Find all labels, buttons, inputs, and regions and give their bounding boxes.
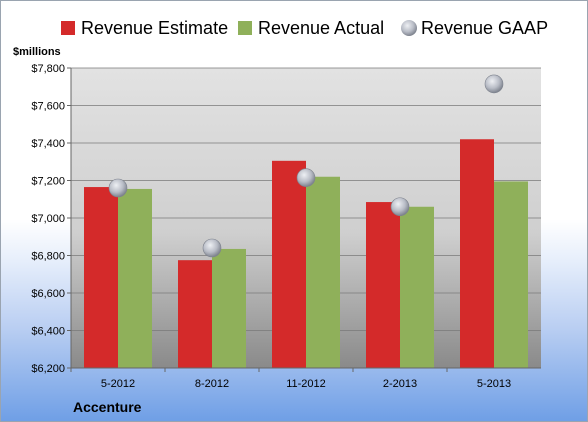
legend-label-actual: Revenue Actual [258, 18, 384, 38]
y-axis-ticks: $6,200 $6,400 $6,600 $6,800 $7,000 $7,200 $7,4… [31, 63, 71, 375]
bar-revenue-actual [212, 248, 246, 368]
bar-revenue-actual [306, 176, 340, 368]
y-tick-label: $7,200 [31, 176, 65, 188]
legend-swatch-estimate [61, 21, 75, 35]
legend-swatch-gaap [401, 20, 417, 36]
legend-label-gaap: Revenue GAAP [421, 18, 548, 38]
x-category-label: 11-2012 [286, 378, 326, 390]
bar-revenue-estimate [178, 260, 212, 368]
point-revenue-gaap [296, 168, 316, 187]
bar-revenue-estimate [84, 187, 118, 368]
y-tick-label: $6,800 [31, 251, 65, 263]
company-name: Accenture [73, 399, 142, 415]
y-tick-label: $7,400 [31, 138, 65, 150]
bar-revenue-estimate [460, 139, 494, 368]
x-axis-categories: 5-2012 8-2012 11-2012 2-2013 5-2013 [70, 368, 511, 390]
x-category-label: 5-2012 [101, 378, 135, 390]
y-tick-label: $7,000 [31, 213, 65, 225]
bar-revenue-actual [400, 206, 434, 368]
legend-swatch-actual [238, 21, 252, 35]
bar-revenue-actual [118, 188, 152, 368]
legend-label-estimate: Revenue Estimate [81, 18, 228, 38]
x-category-label: 2-2013 [383, 378, 417, 390]
y-tick-label: $7,600 [31, 101, 65, 113]
bar-revenue-estimate [272, 160, 306, 368]
y-axis-unit: $millions [13, 46, 61, 58]
x-category-label: 8-2012 [195, 378, 229, 390]
bars [84, 139, 528, 368]
x-category-label: 5-2013 [477, 378, 511, 390]
y-tick-label: $6,400 [31, 326, 65, 338]
gaap-points [108, 74, 504, 258]
bar-revenue-estimate [366, 202, 400, 368]
point-revenue-gaap [108, 178, 128, 198]
point-revenue-gaap [202, 238, 222, 258]
bar-revenue-actual [494, 181, 528, 368]
point-revenue-gaap [390, 197, 410, 217]
legend: Revenue Estimate Revenue Actual Revenue … [61, 18, 548, 38]
point-revenue-gaap [484, 74, 504, 94]
y-tick-label: $6,200 [31, 363, 65, 375]
y-tick-label: $6,600 [31, 288, 65, 300]
y-tick-label: $7,800 [31, 63, 65, 75]
